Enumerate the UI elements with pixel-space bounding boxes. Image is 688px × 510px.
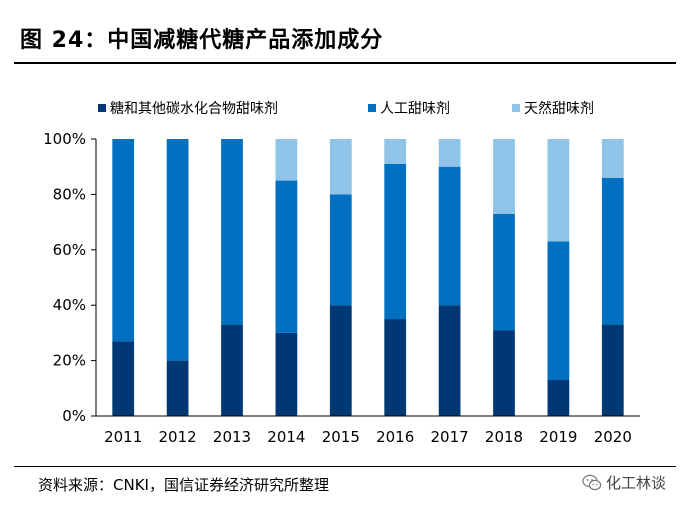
stacked-bar-chart: 糖和其他碳水化合物甜味剂 人工甜味剂 天然甜味剂 0% 20% 40% 60% 80% 100… bbox=[43, 100, 640, 446]
bar-segment-2017-s3 bbox=[438, 139, 461, 167]
legend-label-s3: 天然甜味剂 bbox=[524, 100, 594, 117]
bar-segment-2016-s3 bbox=[384, 139, 407, 164]
bar-segment-2014-s2 bbox=[275, 180, 298, 333]
x-tick-label: 2018 bbox=[485, 428, 523, 446]
wechat-icon bbox=[582, 474, 602, 490]
y-axis: 0% 20% 40% 60% 80% 100% bbox=[43, 130, 97, 425]
bar-segment-2011-s2 bbox=[112, 139, 135, 342]
bar-segment-2015-s3 bbox=[329, 139, 352, 195]
x-tick-label: 2019 bbox=[539, 428, 577, 446]
y-tick-label: 40% bbox=[53, 296, 86, 314]
bar-segment-2016-s2 bbox=[384, 163, 407, 320]
bar-segment-2019-s1 bbox=[547, 379, 570, 416]
title-bar: 图 24：中国减糖代糖产品添加成分 bbox=[14, 0, 676, 64]
bar-segment-2020-s1 bbox=[601, 324, 624, 416]
bars bbox=[112, 139, 624, 416]
bar-segment-2014-s3 bbox=[275, 139, 298, 181]
bar-segment-2016-s1 bbox=[384, 319, 407, 416]
x-axis: 2011 2012 2013 2014 2015 2016 2017 2018 2019 2020 bbox=[96, 415, 640, 446]
y-tick-label: 60% bbox=[53, 241, 86, 259]
legend-label-s2: 人工甜味剂 bbox=[380, 101, 450, 117]
y-tick-label: 0% bbox=[62, 407, 86, 425]
bar-segment-2019-s3 bbox=[547, 139, 570, 242]
bar-segment-2012-s1 bbox=[166, 360, 189, 416]
y-tick-label: 80% bbox=[53, 185, 86, 203]
source-note: 资料来源：CNKI，国信证券经济研究所整理 bbox=[38, 476, 329, 494]
bar-segment-2020-s2 bbox=[601, 177, 624, 325]
bar-segment-2018-s1 bbox=[493, 330, 515, 416]
x-tick-label: 2016 bbox=[376, 428, 414, 446]
x-tick-label: 2013 bbox=[213, 428, 251, 446]
bar-segment-2018-s3 bbox=[493, 139, 515, 214]
x-tick-label: 2015 bbox=[322, 428, 360, 446]
bar-segment-2011-s1 bbox=[112, 341, 135, 416]
x-tick-label: 2012 bbox=[159, 428, 197, 446]
bar-segment-2013-s1 bbox=[221, 324, 243, 416]
bar-segment-2020-s3 bbox=[601, 139, 624, 178]
watermark: 化工林谈 bbox=[582, 472, 666, 493]
x-tick-label: 2014 bbox=[267, 428, 305, 446]
legend-swatch-s2 bbox=[368, 104, 376, 112]
y-tick-label: 100% bbox=[43, 130, 86, 148]
bar-segment-2019-s2 bbox=[547, 241, 570, 380]
bar-segment-2013-s2 bbox=[221, 139, 243, 325]
y-tick-label: 20% bbox=[53, 352, 86, 370]
bar-segment-2017-s2 bbox=[438, 166, 461, 306]
bar-segment-2015-s2 bbox=[329, 194, 352, 306]
chart-legend: 糖和其他碳水化合物甜味剂 人工甜味剂 天然甜味剂 bbox=[98, 100, 594, 117]
legend-swatch-s3 bbox=[512, 104, 520, 112]
x-tick-label: 2011 bbox=[104, 428, 142, 446]
bar-segment-2018-s2 bbox=[493, 213, 515, 331]
bar-segment-2014-s1 bbox=[275, 332, 298, 416]
legend-swatch-s1 bbox=[98, 104, 106, 112]
footer-divider bbox=[14, 466, 676, 467]
bar-segment-2012-s2 bbox=[166, 139, 189, 361]
bar-segment-2015-s1 bbox=[329, 305, 352, 416]
watermark-text: 化工林谈 bbox=[606, 474, 667, 492]
bar-segment-2017-s1 bbox=[438, 305, 461, 416]
legend-label-s1: 糖和其他碳水化合物甜味剂 bbox=[110, 101, 278, 117]
x-tick-label: 2017 bbox=[431, 428, 469, 446]
x-tick-label: 2020 bbox=[594, 428, 632, 446]
figure-title: 图 24：中国减糖代糖产品添加成分 bbox=[20, 28, 384, 53]
